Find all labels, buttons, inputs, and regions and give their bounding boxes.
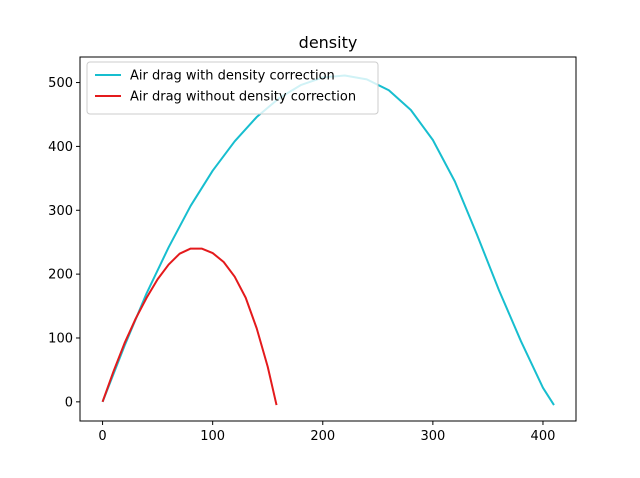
y-tick-label: 0 [65,395,73,410]
y-tick-label: 500 [48,76,73,91]
y-tick-label: 300 [48,204,73,219]
series-line-2 [101,247,278,406]
legend-label: Air drag without density correction [130,90,356,105]
y-tick-label: 100 [48,331,73,346]
axes-frame [79,56,577,422]
x-tick-label: 400 [531,429,556,444]
x-tick-label: 0 [98,429,106,444]
y-tick-label: 200 [48,268,73,283]
chart-title: density [299,33,358,52]
legend-box [86,61,379,115]
plot-area: 0 100 200 300 400 0 100 200 300 400 500 [48,56,577,444]
legend-label: Air drag with density correction [130,69,335,84]
x-tick-label: 200 [310,429,335,444]
x-tick-label: 100 [200,429,225,444]
y-tick-label: 400 [48,140,73,155]
legend: Air drag with density correction Air drag… [86,61,379,115]
x-tick-label: 300 [420,429,445,444]
